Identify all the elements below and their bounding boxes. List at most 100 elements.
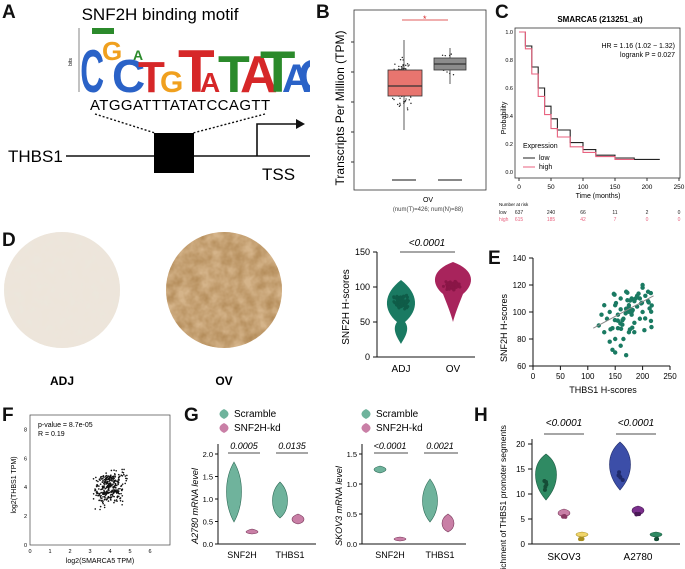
c-title: SMARCA5 (213251_at) (557, 15, 643, 24)
e-point (647, 306, 652, 311)
g2-violin-thbs1-scramble (422, 478, 438, 523)
panel-a-label: A (2, 2, 16, 23)
f-point (112, 495, 114, 497)
e-point (642, 316, 648, 321)
b-point-tumor (406, 107, 409, 109)
h-violin-a2780-1 (609, 441, 631, 491)
e-point (632, 329, 637, 335)
e-point (618, 343, 623, 348)
f-point (96, 491, 99, 494)
d-point-adj (395, 294, 399, 298)
b-point-tumor (402, 59, 404, 61)
e-point (648, 309, 654, 314)
tss-label: TSS (262, 165, 295, 184)
f-point (113, 501, 115, 504)
h-points (542, 470, 660, 542)
tss-arrowhead (296, 119, 305, 129)
g-legend-scramble-1: Scramble (234, 409, 277, 420)
e-point (649, 324, 654, 330)
h-ytick-label: 20 (516, 440, 525, 449)
f-point (117, 492, 120, 495)
c-km-curves (519, 31, 660, 160)
e-xtick-label: 0 (531, 372, 536, 381)
panel-h: Enrichment of THBS1 promoter segments 0 5… (498, 418, 680, 569)
h-ytick-label: 0 (521, 540, 526, 549)
f-point (123, 468, 125, 471)
b-point-tumor (405, 98, 407, 100)
h-point (563, 514, 568, 519)
svg-text:A: A (133, 47, 143, 63)
d-point-adj (400, 302, 404, 306)
f-point (121, 500, 124, 503)
g-ytick-label: 0.5 (347, 510, 357, 519)
e-point (642, 328, 647, 333)
b-point-tumor (399, 97, 401, 99)
f-point (114, 484, 117, 486)
b-point-tumor (398, 65, 400, 68)
d-cat-ov: OV (446, 364, 461, 375)
g1-cat-2: THBS1 (275, 550, 304, 560)
c-risk-value: 2 (646, 210, 649, 216)
g2-pvalue-1: <0.0001 (374, 441, 407, 451)
h-ytick-label: 5 (521, 515, 526, 524)
binding-site-box (154, 133, 194, 173)
e-point (613, 300, 619, 306)
d-point-adj (403, 303, 407, 307)
motif-title: SNF2H binding motif (82, 5, 239, 24)
f-point (108, 486, 110, 488)
f-point (95, 494, 97, 497)
f-point (98, 488, 100, 490)
f-xtick-label: 2 (68, 549, 71, 555)
f-ylabel: log2(THBS1 TPM) (11, 456, 18, 513)
b-xlabel: OV (423, 197, 433, 204)
f-point (98, 492, 101, 495)
f-point (118, 475, 121, 478)
c-risk-value: 185 (547, 217, 556, 223)
b-point-tumor (408, 64, 410, 66)
g-ytick-label: 1.5 (347, 450, 357, 459)
f-point (109, 479, 111, 482)
c-ytick-label: 0.4 (505, 114, 513, 120)
e-point (637, 316, 643, 321)
f-point (121, 489, 123, 492)
e-point (640, 282, 645, 288)
e-point (618, 296, 623, 301)
e-point (602, 330, 607, 335)
b-point-tumor (399, 59, 402, 61)
c-risk-value: 0 (678, 210, 681, 216)
c-xtick-label: 250 (674, 184, 685, 191)
e-point (599, 312, 604, 317)
f-point (101, 501, 104, 504)
f-point (104, 487, 107, 490)
f-point (114, 474, 116, 476)
c-risk-title: Number at risk (499, 202, 529, 207)
f-point (103, 484, 106, 486)
c-ytick-label: 0.8 (505, 58, 513, 64)
b-point-normal (450, 53, 452, 55)
g-ytick-label: 2.0 (203, 450, 213, 459)
f-point (117, 473, 120, 476)
g-legend-kd-1: SNF2H-kd (234, 423, 281, 434)
f-point (115, 469, 117, 472)
b-point-tumor (397, 68, 400, 70)
f-point (100, 491, 102, 494)
panel-e-label: E (488, 248, 501, 269)
h-violin-skov3-3 (575, 531, 589, 538)
c-ylabel: Probability (501, 101, 508, 134)
e-xtick-label: 150 (609, 372, 623, 381)
f-xtick-label: 5 (128, 549, 131, 555)
f-point (110, 493, 113, 496)
d-point-adj (395, 298, 399, 302)
f-point (99, 505, 102, 508)
h-point (544, 482, 549, 487)
svg-text:C: C (80, 39, 104, 106)
f-point (92, 498, 95, 500)
f-point (103, 504, 106, 506)
e-point (646, 300, 651, 305)
c-risk-value: 637 (515, 210, 524, 216)
b-point-tumor (401, 66, 403, 68)
d-point-ov (454, 283, 458, 287)
e-ytick-label: 140 (513, 254, 527, 263)
d-ytick-label: 50 (360, 317, 370, 327)
d-point-adj (406, 305, 410, 309)
